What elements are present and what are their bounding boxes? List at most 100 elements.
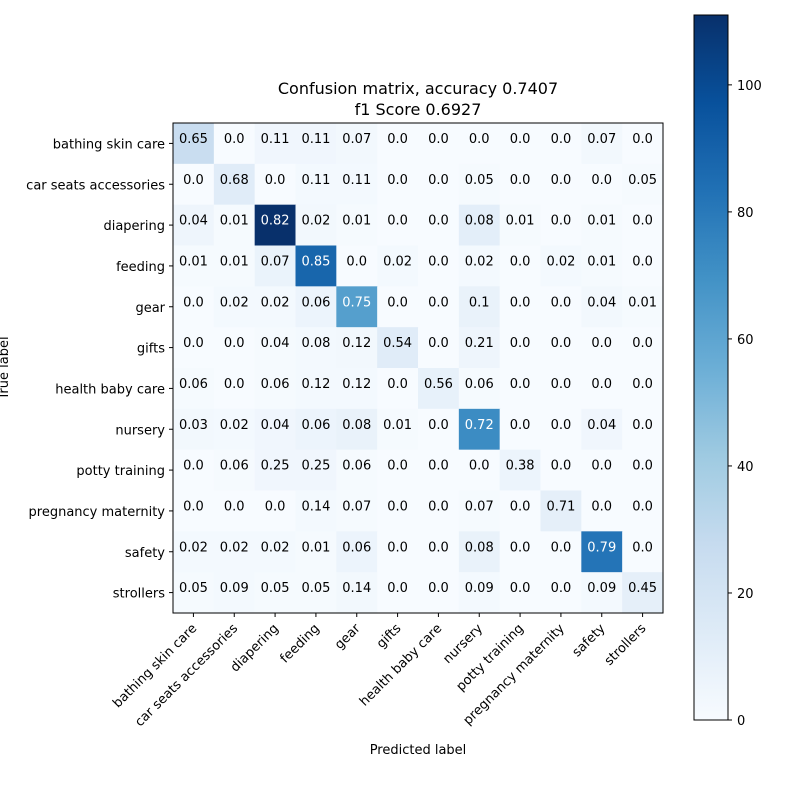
heatmap-cell	[336, 572, 378, 614]
cell-value-label: 0.05	[261, 581, 290, 596]
cell-value-label: 0.25	[261, 459, 290, 474]
x-tick-label: safety	[570, 621, 609, 660]
cell-value-label: 0.01	[587, 255, 616, 270]
cell-value-label: 0.02	[301, 214, 330, 229]
cell-value-label: 0.03	[179, 418, 208, 433]
cell-value-label: 0.0	[510, 132, 531, 147]
heatmap-cell	[254, 327, 297, 369]
cell-value-label: 0.02	[220, 295, 249, 310]
heatmap-cell	[581, 123, 623, 165]
x-tick-label: gear	[332, 621, 364, 653]
heatmap-cell	[173, 327, 215, 369]
heatmap-cell	[540, 572, 582, 614]
heatmap-cell	[418, 408, 460, 451]
heatmap-cell	[213, 163, 256, 206]
heatmap-cell	[581, 163, 623, 206]
heatmap-cell	[418, 245, 460, 287]
cell-value-label: 0.25	[301, 459, 330, 474]
cell-value-label: 0.0	[632, 418, 653, 433]
cell-value-label: 0.0	[510, 255, 531, 270]
heatmap-cell	[213, 531, 256, 573]
heatmap-cell	[377, 286, 419, 328]
cell-value-label: 0.0	[387, 540, 408, 555]
cell-value-label: 0.0	[428, 173, 449, 188]
colorbar-tick-label: 0	[737, 714, 745, 729]
cell-value-label: 0.06	[301, 418, 330, 433]
heatmap-cell	[173, 123, 215, 165]
heatmap-cell	[377, 572, 419, 614]
heatmap-cell	[458, 531, 501, 573]
heatmap-cell	[499, 490, 542, 532]
y-tick-label: feeding	[116, 260, 165, 275]
cell-value-label: 0.04	[587, 418, 616, 433]
heatmap-cell	[336, 163, 378, 206]
cell-value-label: 0.0	[183, 500, 204, 515]
heatmap-cell	[622, 286, 664, 328]
heatmap-cell	[377, 531, 419, 573]
heatmap-cell	[540, 123, 582, 165]
cell-value-label: 0.02	[220, 418, 249, 433]
cell-value-label: 0.0	[551, 540, 572, 555]
cell-value-label: 0.0	[591, 336, 612, 351]
cell-value-label: 0.0	[551, 581, 572, 596]
y-tick-label: potty training	[76, 464, 165, 479]
heatmap-cell	[213, 572, 256, 614]
cell-value-label: 0.06	[179, 377, 208, 392]
heatmap-cell	[213, 449, 256, 492]
heatmap-cell	[418, 572, 460, 614]
heatmap-cell	[173, 163, 215, 206]
heatmap-cell	[581, 572, 623, 614]
heatmap-cell	[540, 286, 582, 328]
heatmap-cell	[458, 408, 501, 451]
heatmap-cell	[499, 204, 542, 247]
cell-value-label: 0.05	[628, 173, 657, 188]
heatmap-cell	[540, 368, 582, 410]
cell-value-label: 0.0	[224, 336, 245, 351]
heatmap-cell	[499, 572, 542, 614]
cell-value-label: 0.0	[387, 295, 408, 310]
heatmap-cell	[254, 449, 297, 492]
cell-value-label: 0.08	[465, 214, 494, 229]
cell-value-label: 0.0	[551, 173, 572, 188]
heatmap-cell	[377, 490, 419, 532]
cell-value-label: 0.06	[220, 459, 249, 474]
heatmap-cell	[458, 123, 501, 165]
cell-value-label: 0.0	[428, 214, 449, 229]
heatmap-cell	[581, 327, 623, 369]
heatmap-cell	[336, 449, 378, 492]
cell-value-label: 0.0	[469, 132, 490, 147]
cell-value-label: 0.0	[510, 377, 531, 392]
heatmap-cell	[499, 286, 542, 328]
heatmap-cell	[213, 204, 256, 247]
heatmap-cell	[295, 490, 337, 532]
heatmap-cell	[458, 490, 501, 532]
heatmap-cell	[377, 123, 419, 165]
heatmap-cell	[254, 245, 297, 287]
heatmap-cell	[254, 204, 297, 247]
heatmap-cell	[540, 327, 582, 369]
cell-value-label: 0.07	[465, 500, 494, 515]
colorbar-tick-label: 100	[737, 79, 762, 94]
heatmap-cells	[173, 123, 664, 614]
colorbar-tick-label: 60	[737, 333, 754, 348]
cell-value-label: 0.02	[546, 255, 575, 270]
heatmap-cell	[499, 123, 542, 165]
cell-value-label: 0.07	[587, 132, 616, 147]
y-tick-label: gear	[135, 301, 165, 316]
cell-value-label: 0.01	[506, 214, 535, 229]
heatmap-cell	[173, 245, 215, 287]
heatmap-cell	[254, 123, 297, 165]
y-axis-ticks: bathing skin care car seats accessories di…	[26, 137, 173, 602]
cell-value-label: 0.04	[587, 295, 616, 310]
heatmap-cell	[213, 245, 256, 287]
cell-value-label: 0.0	[428, 336, 449, 351]
heatmap-cell	[499, 408, 542, 451]
heatmap-cell	[540, 204, 582, 247]
cell-value-label: 0.0	[632, 377, 653, 392]
heatmap-cell	[458, 449, 501, 492]
heatmap-cell	[499, 245, 542, 287]
heatmap-cell	[254, 531, 297, 573]
cell-value-label: 0.01	[220, 214, 249, 229]
cell-value-label: 0.0	[387, 459, 408, 474]
